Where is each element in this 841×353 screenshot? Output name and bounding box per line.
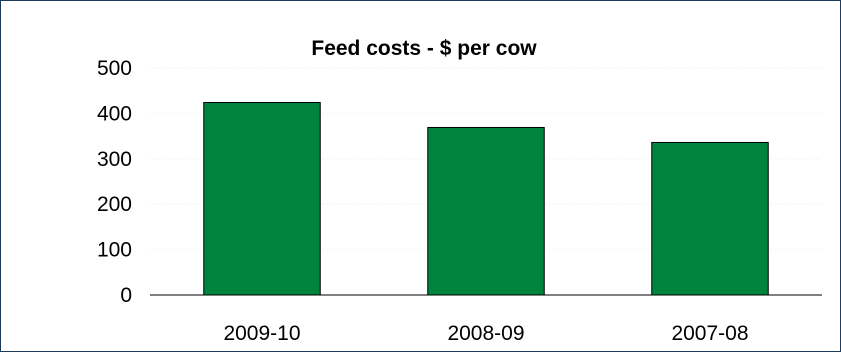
- x-tick-label: 2007-08: [671, 322, 748, 345]
- y-tick-label: 400: [97, 102, 132, 125]
- x-tick-label: 2008-09: [447, 322, 524, 345]
- bar-2008-09: [427, 126, 545, 296]
- bar-2007-08: [651, 141, 769, 296]
- y-tick-label: 300: [97, 148, 132, 171]
- y-axis-ticks: 0 100 200 300 400 500: [97, 57, 132, 307]
- bars: [203, 102, 769, 296]
- chart-title: Feed costs - $ per cow: [311, 37, 537, 60]
- y-tick-label: 500: [97, 57, 132, 80]
- bar-2009-10: [203, 102, 321, 296]
- y-tick-label: 200: [97, 193, 132, 216]
- y-tick-label: 0: [120, 284, 132, 307]
- x-tick-label: 2009-10: [223, 322, 300, 345]
- x-axis-ticks: 2009-10 2008-09 2007-08: [223, 322, 748, 345]
- y-tick-label: 100: [97, 239, 132, 262]
